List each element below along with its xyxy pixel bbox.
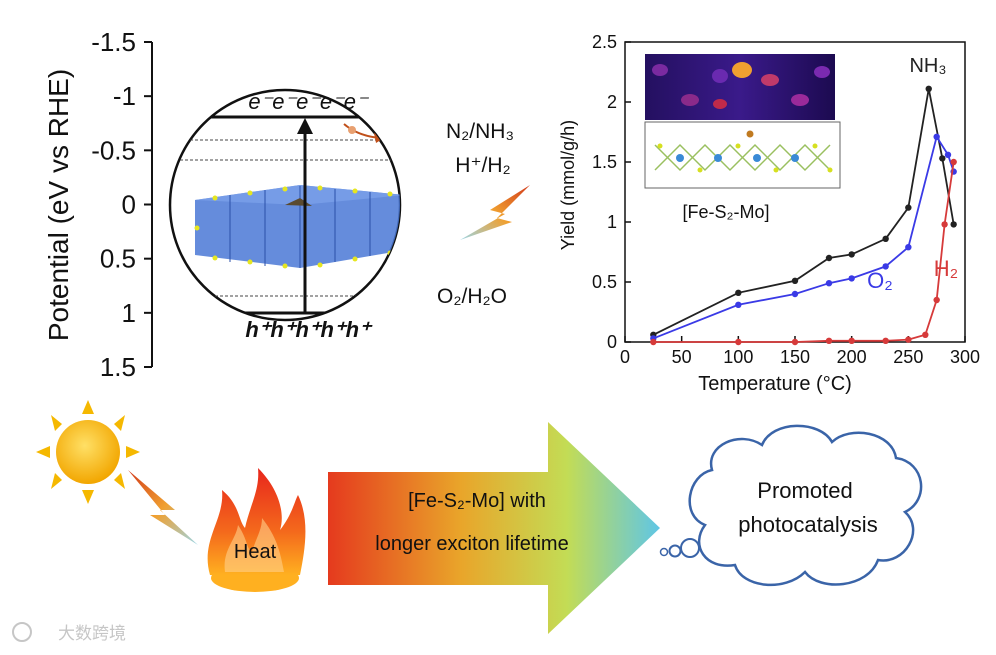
excitation-arrowhead [297, 118, 313, 134]
data-point [933, 296, 940, 304]
data-point [925, 85, 932, 93]
result-text-line-2: photocatalysis [738, 512, 877, 537]
x-tick-label: 100 [723, 347, 753, 367]
data-point [941, 221, 948, 228]
data-point [882, 263, 889, 270]
data-point [905, 244, 912, 251]
y-tick-label: 2 [607, 92, 617, 112]
data-point [848, 337, 855, 344]
process-arrow [328, 422, 660, 634]
thought-cloud [659, 424, 923, 587]
x-tick-label: 150 [780, 347, 810, 367]
data-point [791, 338, 799, 346]
x-tick-label: 50 [672, 347, 692, 367]
potential-ticks: -1.5 -1 -0.5 0 0.5 1 1.5 [91, 27, 152, 382]
data-point [905, 336, 912, 343]
data-point [905, 204, 912, 211]
potential-tick-label: 1.5 [100, 352, 136, 382]
process-flow: Heat [Fe-S₂-Mo] with longer exciton life… [36, 400, 923, 634]
series-label-nh3: NH₃ [909, 55, 946, 77]
data-point [735, 338, 742, 346]
y-tick-label: 2.5 [592, 32, 617, 52]
data-point [882, 235, 889, 242]
data-point [933, 133, 940, 140]
watermark-logo-icon [12, 622, 32, 642]
sunlight-bolt-icon [128, 470, 198, 545]
cb-electrons-label: e⁻e⁻e⁻e⁻e⁻ [248, 89, 370, 114]
y-tick-label: 0 [607, 332, 617, 352]
lightning-bolt-icon [460, 185, 530, 240]
stem-image-inset [645, 54, 835, 120]
x-tick-label: 250 [893, 347, 923, 367]
potential-tick-label: -0.5 [91, 135, 136, 165]
data-point [922, 331, 929, 338]
data-point [944, 151, 952, 158]
data-point [735, 289, 742, 296]
data-point [825, 337, 833, 344]
vb-holes-label: h⁺h⁺h⁺h⁺h⁺ [245, 317, 373, 342]
potential-tick-label: -1 [113, 81, 136, 111]
band-diagram: Potential (eV vs RHE) -1.5 -1 -0.5 0 0.5 1 1.5 [43, 27, 530, 382]
watermark-text: 大数跨境 [58, 624, 126, 643]
data-point [939, 155, 946, 162]
y-tick-label: 1.5 [592, 152, 617, 172]
data-point [791, 290, 799, 298]
yield-chart: 0 50 100 150 200 250 300 0 0.5 1 1.5 2 2.5 Temperatu… [558, 32, 980, 395]
data-point [825, 254, 833, 262]
data-point [950, 221, 957, 228]
redox-n2-nh3-label: N₂/NH₃ [446, 120, 514, 143]
data-point [848, 275, 855, 282]
chart-ticks: 0 50 100 150 200 250 300 0 0.5 1 1.5 2 2.5 [592, 32, 980, 367]
redox-h-h2-label: H⁺/H₂ [455, 154, 510, 177]
watermark: 大数跨境 [12, 622, 126, 643]
chart-series [650, 85, 957, 346]
chart-ylabel: Yield (mmol/g/h) [558, 120, 578, 250]
y-tick-label: 0.5 [592, 272, 617, 292]
heat-label: Heat [234, 541, 277, 563]
potential-tick-label: 0 [122, 190, 136, 220]
potential-axis-label: Potential (eV vs RHE) [43, 69, 74, 341]
series-label-o2: O₂ [867, 268, 893, 293]
data-point [825, 280, 833, 287]
data-point [848, 251, 855, 258]
x-tick-label: 200 [837, 347, 867, 367]
arrow-text-line-1: [Fe-S₂-Mo] with [408, 490, 546, 512]
flame-icon [207, 468, 306, 592]
chart-xlabel: Temperature (°C) [698, 373, 852, 395]
structure-model-inset [644, 121, 841, 189]
data-point [882, 337, 889, 344]
redox-o2-h2o-label: O₂/H₂O [437, 285, 507, 308]
potential-tick-label: 1 [122, 298, 136, 328]
x-tick-label: 300 [950, 347, 980, 367]
series-line [653, 161, 955, 343]
crystal-structure [194, 185, 400, 269]
result-text-line-1: Promoted [757, 478, 852, 503]
potential-tick-label: -1.5 [91, 27, 136, 57]
potential-tick-label: 0.5 [100, 244, 136, 274]
data-point [791, 277, 799, 284]
x-tick-label: 0 [620, 347, 630, 367]
arrow-text-line-2: longer exciton lifetime [375, 533, 568, 555]
series-label-h2: H₂ [934, 256, 958, 281]
data-point [650, 338, 657, 346]
sun-icon [36, 400, 140, 504]
data-point [735, 301, 742, 308]
y-tick-label: 1 [607, 212, 617, 232]
series-line [652, 88, 955, 336]
data-point [950, 158, 957, 166]
inset-label: [Fe-S₂-Mo] [683, 202, 770, 222]
series-line [653, 134, 955, 340]
